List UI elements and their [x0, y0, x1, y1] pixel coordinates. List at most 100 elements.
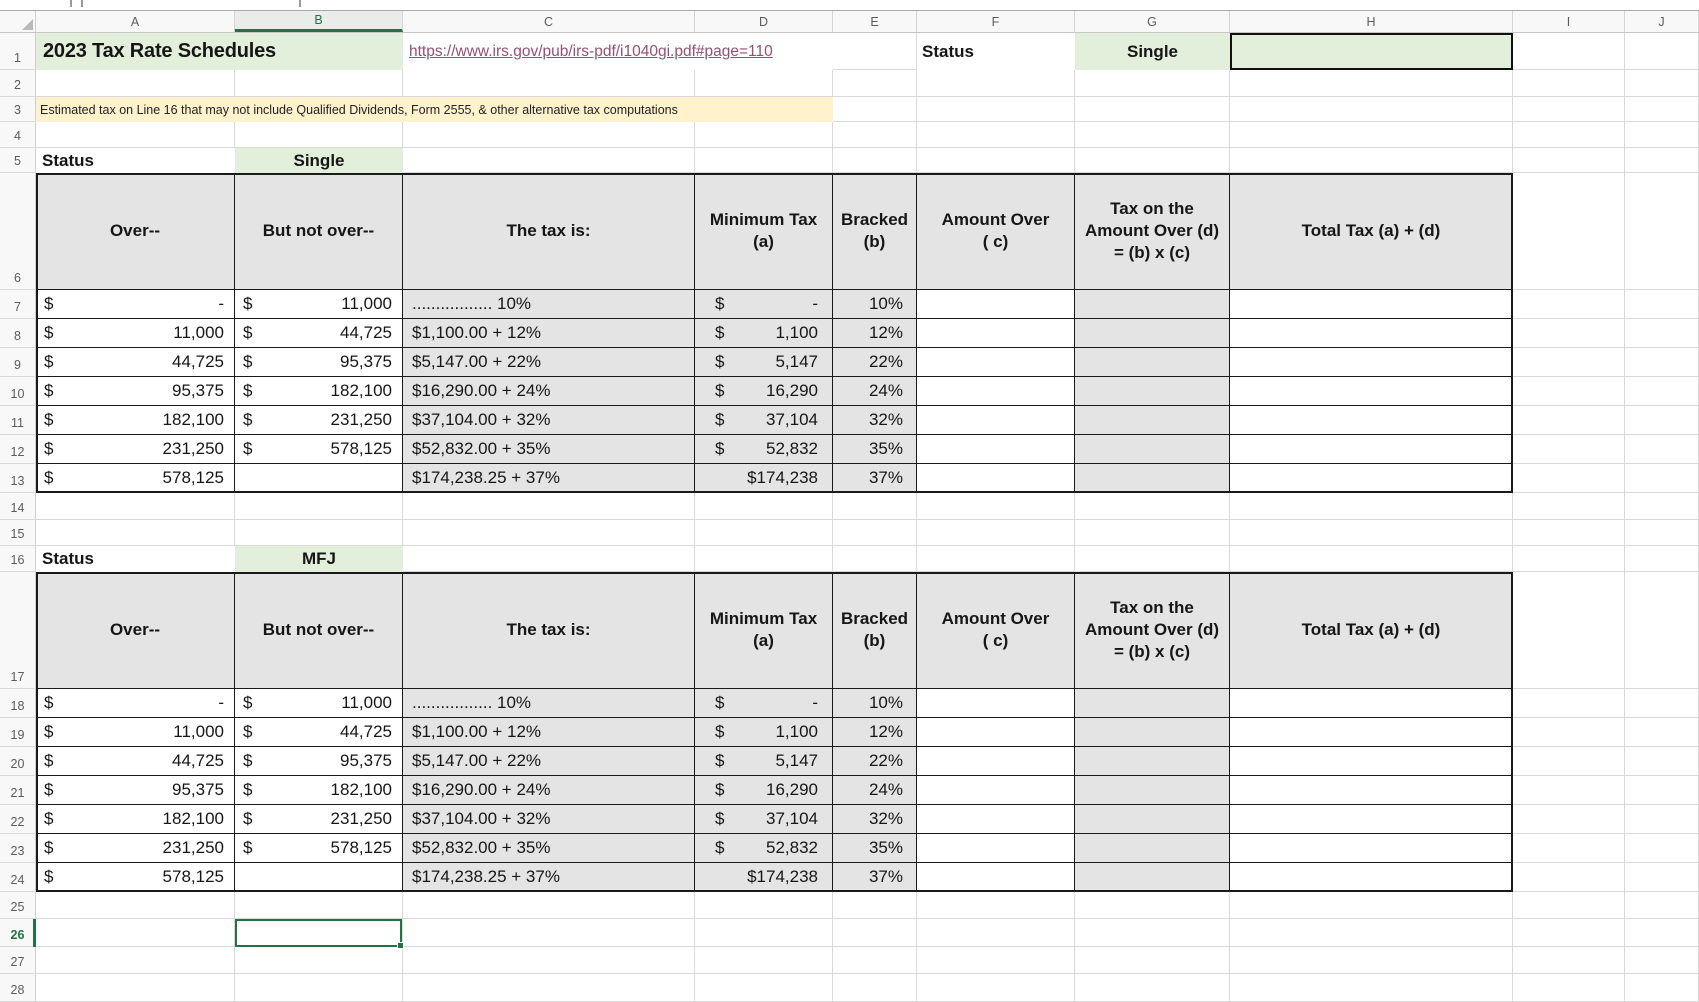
grid-cell[interactable]: [403, 919, 695, 946]
grid-cell[interactable]: [1513, 863, 1625, 891]
cell-over[interactable]: $11,000: [36, 718, 235, 746]
grid-cell[interactable]: [917, 70, 1075, 96]
grid-cell[interactable]: [1625, 464, 1699, 492]
table2-status-label[interactable]: Status: [36, 546, 235, 572]
cell-tax-on-amount[interactable]: [1075, 689, 1230, 717]
cell-min-tax[interactable]: $16,290: [695, 377, 833, 405]
grid-cell[interactable]: [1625, 290, 1699, 318]
header-over[interactable]: Over--: [36, 173, 235, 290]
cell-tax-is[interactable]: $37,104.00 + 32%: [403, 406, 695, 434]
grid-cell[interactable]: [1513, 776, 1625, 804]
row-header-14[interactable]: 14: [0, 493, 36, 519]
cell-but-not-over[interactable]: $578,125: [235, 834, 403, 862]
grid-cell[interactable]: [1513, 464, 1625, 492]
cell-bracket[interactable]: 10%: [833, 290, 917, 318]
cell-bracket[interactable]: 22%: [833, 747, 917, 775]
cell-tax-is[interactable]: $1,100.00 + 12%: [403, 718, 695, 746]
row-header-6[interactable]: 6: [0, 173, 36, 289]
grid-cell[interactable]: [1230, 892, 1513, 918]
cell-min-tax[interactable]: $5,147: [695, 747, 833, 775]
grid-cell[interactable]: [917, 520, 1075, 545]
cell-over[interactable]: $182,100: [36, 805, 235, 833]
cell-but-not-over[interactable]: $44,725: [235, 718, 403, 746]
cell-bracket[interactable]: 24%: [833, 776, 917, 804]
grid-cell[interactable]: [1625, 493, 1699, 519]
grid-cell[interactable]: [1625, 546, 1699, 571]
grid-cell[interactable]: [1513, 546, 1625, 571]
grid-cell[interactable]: [1625, 33, 1699, 69]
row-header-7[interactable]: 7: [0, 290, 36, 318]
row-header-20[interactable]: 20: [0, 747, 36, 775]
grid-cell[interactable]: [695, 520, 833, 545]
grid-cell[interactable]: [833, 546, 917, 571]
grid-cell[interactable]: [1625, 406, 1699, 434]
grid-cell[interactable]: [1625, 689, 1699, 717]
grid-cell[interactable]: [1075, 520, 1230, 545]
cell-bracket[interactable]: 22%: [833, 348, 917, 376]
grid-cell[interactable]: [917, 974, 1075, 1001]
column-header-E[interactable]: E: [833, 11, 917, 32]
cell-min-tax[interactable]: $1,100: [695, 319, 833, 347]
cell-but-not-over[interactable]: $231,250: [235, 805, 403, 833]
cell-tax-on-amount[interactable]: [1075, 805, 1230, 833]
grid-cell[interactable]: [695, 70, 833, 96]
row-header-27[interactable]: 27: [0, 947, 36, 973]
column-header-A[interactable]: A: [36, 11, 235, 32]
grid-cell[interactable]: [1513, 520, 1625, 545]
row-header-22[interactable]: 22: [0, 805, 36, 833]
cell-total-tax[interactable]: [1230, 776, 1513, 804]
header-tax-on-amount[interactable]: Tax on the Amount Over (d) = (b) x (c): [1075, 572, 1230, 689]
cell-amount-over[interactable]: [917, 377, 1075, 405]
grid-cell[interactable]: [833, 974, 917, 1001]
cell-but-not-over[interactable]: $578,125: [235, 435, 403, 463]
cell-but-not-over[interactable]: $44,725: [235, 319, 403, 347]
grid-cell[interactable]: [1513, 148, 1625, 172]
header-tax-is[interactable]: The tax is:: [403, 572, 695, 689]
grid-cell[interactable]: [1075, 148, 1230, 172]
cell-amount-over[interactable]: [917, 776, 1075, 804]
grid-cell[interactable]: [403, 974, 695, 1001]
header-tax-is[interactable]: The tax is:: [403, 173, 695, 290]
grid-cell[interactable]: [1625, 718, 1699, 746]
cell-over[interactable]: $578,125: [36, 464, 235, 492]
grid-cell[interactable]: [695, 919, 833, 946]
cell-but-not-over[interactable]: $182,100: [235, 377, 403, 405]
grid-cell[interactable]: [695, 974, 833, 1001]
cell-total-tax[interactable]: [1230, 863, 1513, 891]
row-header-11[interactable]: 11: [0, 406, 36, 434]
row-header-5[interactable]: 5: [0, 148, 36, 172]
cell-amount-over[interactable]: [917, 435, 1075, 463]
grid-cell[interactable]: [36, 122, 235, 147]
cell-tax-is[interactable]: $5,147.00 + 22%: [403, 348, 695, 376]
grid-cell[interactable]: [695, 493, 833, 519]
row-header-8[interactable]: 8: [0, 319, 36, 347]
grid-cell[interactable]: [403, 493, 695, 519]
grid-cell[interactable]: [1513, 173, 1625, 289]
cell-tax-on-amount[interactable]: [1075, 776, 1230, 804]
column-header-F[interactable]: F: [917, 11, 1075, 32]
cell-total-tax[interactable]: [1230, 406, 1513, 434]
cell-bracket[interactable]: 24%: [833, 377, 917, 405]
grid-cell[interactable]: [403, 122, 695, 147]
cell-min-tax[interactable]: $174,238: [695, 863, 833, 891]
row-header-4[interactable]: 4: [0, 122, 36, 147]
grid-cell[interactable]: [1230, 97, 1513, 121]
cell-over[interactable]: $ -: [36, 290, 235, 318]
row-header-19[interactable]: 19: [0, 718, 36, 746]
grid-cell[interactable]: [833, 919, 917, 946]
cell-min-tax[interactable]: $52,832: [695, 834, 833, 862]
grid-cell[interactable]: [1513, 834, 1625, 862]
row-header-16[interactable]: 16: [0, 546, 36, 571]
grid-cell[interactable]: [1513, 718, 1625, 746]
cell-tax-is[interactable]: $1,100.00 + 12%: [403, 319, 695, 347]
cell-tax-on-amount[interactable]: [1075, 377, 1230, 405]
grid-cell[interactable]: [1513, 33, 1625, 69]
cell-but-not-over[interactable]: $95,375: [235, 348, 403, 376]
cell-bracket[interactable]: 37%: [833, 464, 917, 492]
cell-amount-over[interactable]: [917, 863, 1075, 891]
status-value-cell[interactable]: Single: [1075, 33, 1230, 70]
cell-over[interactable]: $95,375: [36, 377, 235, 405]
column-header-I[interactable]: I: [1513, 11, 1625, 32]
column-header-G[interactable]: G: [1075, 11, 1230, 32]
cell-tax-on-amount[interactable]: [1075, 718, 1230, 746]
